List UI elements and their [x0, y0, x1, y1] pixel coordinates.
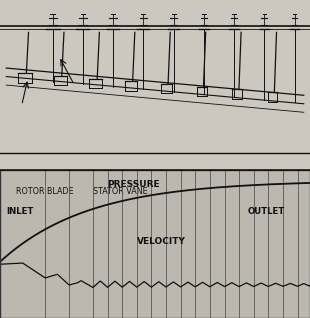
Text: ROTOR BLADE: ROTOR BLADE [16, 187, 73, 196]
Text: VELOCITY: VELOCITY [137, 237, 186, 245]
Text: INLET: INLET [6, 207, 33, 216]
Text: OUTLET: OUTLET [248, 207, 285, 216]
Text: PRESSURE: PRESSURE [107, 180, 160, 190]
Text: STATOR VANE: STATOR VANE [93, 187, 148, 196]
